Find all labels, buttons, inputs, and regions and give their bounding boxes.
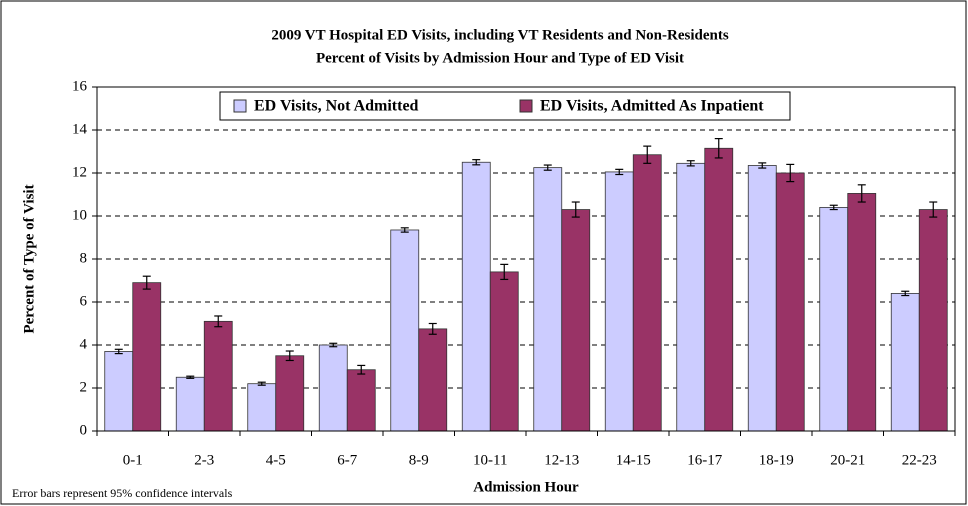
- error-bar: [329, 342, 338, 348]
- bar: [203, 320, 233, 432]
- bar: [275, 355, 305, 432]
- legend-swatch: [519, 99, 533, 113]
- bar: [132, 282, 162, 432]
- error-bar: [186, 375, 195, 379]
- error-bar: [571, 201, 580, 218]
- x-tick-label: 22-23: [902, 452, 937, 468]
- y-tick-label: 12: [72, 164, 87, 180]
- x-tick-label: 18-19: [759, 452, 794, 468]
- error-bar: [643, 145, 652, 164]
- bar: [561, 209, 591, 432]
- legend-label: ED Visits, Not Admitted: [254, 98, 419, 115]
- y-tick-label: 8: [80, 250, 88, 266]
- legend: [219, 91, 791, 121]
- error-bar: [285, 350, 294, 362]
- bar: [747, 165, 777, 432]
- y-tick-label: 2: [80, 379, 88, 395]
- y-axis-label: Percent of Type of Visit: [21, 184, 37, 333]
- y-tick-label: 10: [72, 207, 87, 223]
- error-bar: [929, 201, 938, 218]
- bar: [346, 369, 376, 432]
- note: Error bars represent 95% confidence inte…: [12, 486, 233, 500]
- error-bar: [714, 138, 723, 159]
- y-tick-label: 16: [72, 78, 88, 94]
- bar: [247, 383, 277, 432]
- legend-swatch: [233, 99, 247, 113]
- x-tick-label: 2-3: [194, 452, 214, 468]
- error-bar: [400, 227, 409, 233]
- error-bar: [686, 160, 695, 167]
- bar: [604, 171, 634, 432]
- y-tick-label: 6: [80, 293, 88, 309]
- bar: [775, 172, 805, 432]
- error-bar: [257, 381, 266, 386]
- bar: [418, 328, 448, 432]
- error-bar: [829, 204, 838, 211]
- x-axis-label: Admission Hour: [473, 479, 579, 495]
- bar: [175, 376, 205, 432]
- bar: [461, 161, 491, 432]
- y-tick-label: 4: [80, 336, 88, 352]
- legend-label: ED Visits, Admitted As Inpatient: [540, 98, 764, 115]
- bar: [890, 292, 920, 432]
- error-bar: [615, 168, 624, 176]
- error-bar: [114, 348, 123, 355]
- bar: [847, 193, 877, 432]
- error-bar: [500, 263, 509, 281]
- chart-title: 2009 VT Hospital ED Visits, including VT…: [271, 27, 729, 43]
- x-tick-label: 4-5: [266, 452, 286, 468]
- bar: [704, 147, 734, 432]
- x-tick-label: 0-1: [123, 452, 143, 468]
- x-tick-label: 14-15: [616, 452, 651, 468]
- x-tick-label: 16-17: [687, 452, 722, 468]
- bar: [676, 162, 706, 432]
- bar: [104, 351, 134, 432]
- bar: [318, 344, 348, 432]
- x-tick-label: 20-21: [830, 452, 865, 468]
- x-tick-label: 8-9: [409, 452, 429, 468]
- error-bar: [214, 315, 223, 328]
- x-tick-label: 10-11: [473, 452, 507, 468]
- error-bar: [543, 164, 552, 171]
- bar: [819, 206, 849, 432]
- error-bar: [758, 162, 767, 169]
- bar: [533, 167, 563, 432]
- bar: [390, 229, 420, 432]
- bar: [918, 209, 948, 432]
- error-bar: [357, 364, 366, 375]
- y-tick-label: 14: [72, 121, 88, 137]
- x-tick-label: 12-13: [544, 452, 579, 468]
- bar: [489, 271, 519, 432]
- error-bar: [786, 163, 795, 183]
- plot-frame: [96, 86, 956, 432]
- bar: [632, 154, 662, 432]
- error-bar: [428, 322, 437, 335]
- error-bar: [857, 184, 866, 203]
- y-tick-label: 0: [80, 422, 88, 438]
- error-bar: [901, 290, 910, 297]
- chart-subtitle: Percent of Visits by Admission Hour and …: [316, 50, 684, 66]
- x-tick-label: 6-7: [337, 452, 357, 468]
- error-bar: [142, 275, 151, 290]
- error-bar: [472, 159, 481, 166]
